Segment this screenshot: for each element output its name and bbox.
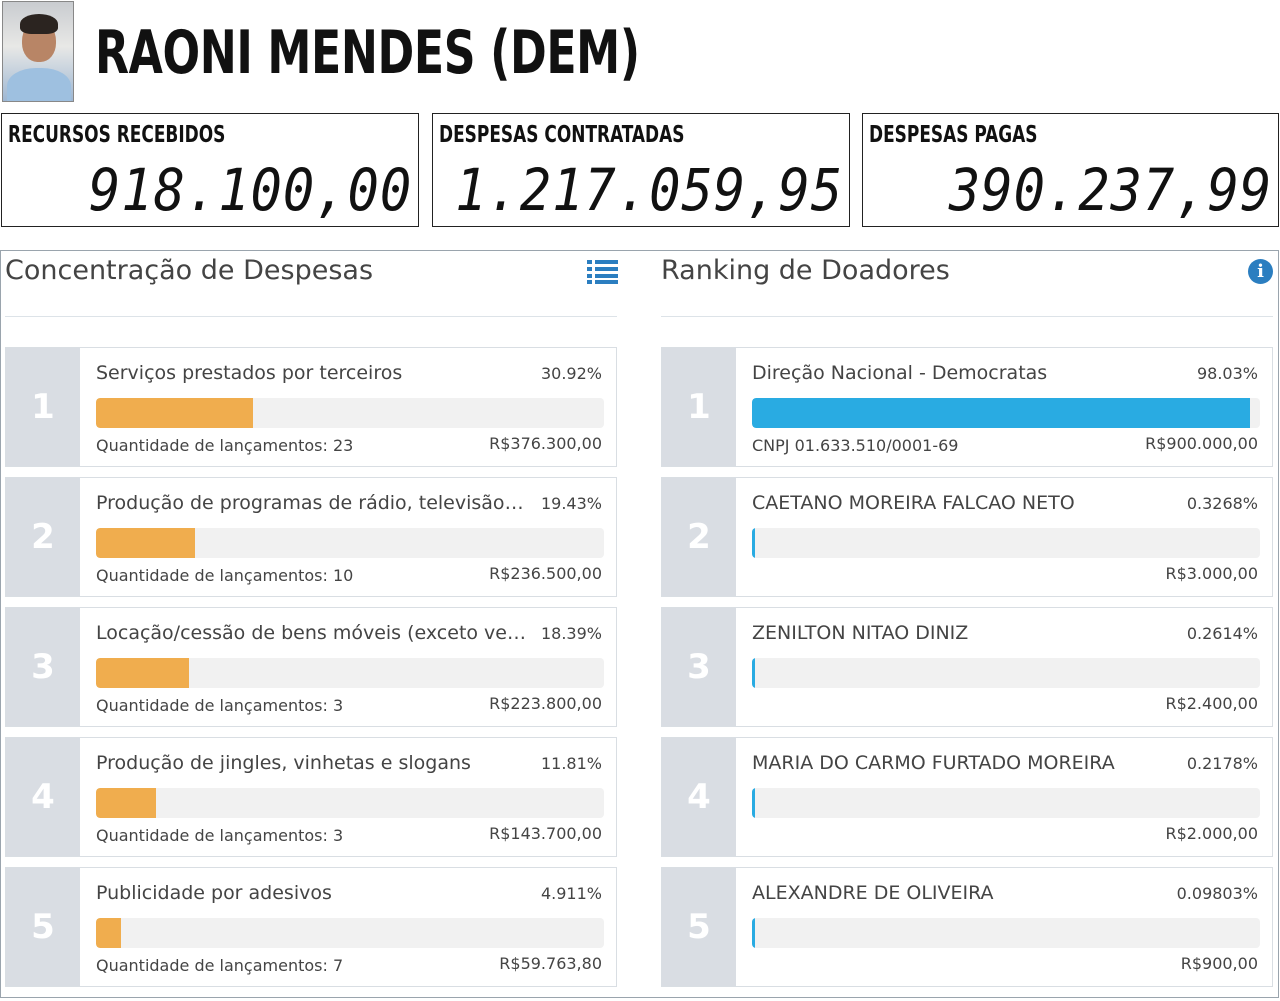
stat-box-despesas-pagas: DESPESAS PAGAS 390.237,99 [862,113,1279,227]
progress-bar-fill [752,788,755,818]
rank-number: 1 [662,348,736,466]
stat-box-despesas-contratadas: DESPESAS CONTRATADAS 1.217.059,95 [432,113,850,227]
expense-row[interactable]: 4 Produção de jingles, vinhetas e slogans… [5,737,617,857]
progress-bar-track [752,918,1260,948]
stat-value: 390.237,99 [948,156,1272,224]
expense-amount: R$236.500,00 [489,564,602,583]
progress-bar-track [96,528,604,558]
donor-row[interactable]: 1 Direção Nacional - Democratas 98.03% CNPJ… [661,347,1273,467]
donor-row[interactable]: 2 CAETANO MOREIRA FALCAO NETO 0.3268% R$3.0… [661,477,1273,597]
candidate-title: RAONI MENDES (DEM) [95,18,640,88]
rank-number: 1 [6,348,80,466]
progress-bar-track [752,528,1260,558]
expense-percentage: 4.911% [540,884,602,903]
progress-bar-track [752,658,1260,688]
stat-value: 1.217.059,95 [455,156,843,224]
donor-amount: R$3.000,00 [1165,564,1258,583]
expense-row[interactable]: 1 Serviços prestados por terceiros 30.92% Q… [5,347,617,467]
expense-percentage: 18.39% [540,624,602,643]
donor-amount: R$2.400,00 [1165,694,1258,713]
expense-row[interactable]: 2 Produção de programas de rádio, televis… [5,477,617,597]
expense-amount: R$143.700,00 [489,824,602,843]
expenses-section-title: Concentração de Despesas [5,255,374,286]
progress-bar-fill [96,398,253,428]
expense-label: Produção de programas de rádio, televisã… [96,492,526,514]
rank-number: 2 [6,478,80,596]
rank-number: 3 [6,608,80,726]
expense-label: Serviços prestados por terceiros [96,362,403,384]
donors-section-title: Ranking de Doadores [661,255,950,286]
expense-percentage: 30.92% [540,364,602,383]
info-icon[interactable]: i [1248,259,1273,284]
progress-bar-fill [96,528,195,558]
candidate-photo [2,1,74,102]
progress-bar-fill [752,918,755,948]
donor-amount: R$900.000,00 [1145,434,1258,453]
photo-hair [20,14,58,34]
expense-amount: R$59.763,80 [499,954,602,973]
stat-label: DESPESAS PAGAS [869,122,1038,148]
donor-row[interactable]: 3 ZENILTON NITAO DINIZ 0.2614% R$2.400,00 [661,607,1273,727]
donor-label: CAETANO MOREIRA FALCAO NETO [752,492,1075,514]
progress-bar-track [96,918,604,948]
donor-amount: R$2.000,00 [1165,824,1258,843]
rank-number: 3 [662,608,736,726]
expense-amount: R$376.300,00 [489,434,602,453]
donor-percentage: 0.3268% [1186,494,1258,513]
progress-bar-fill [96,788,156,818]
photo-shirt [7,68,71,101]
dashboard-panel: Concentração de Despesas 1 Serviços prest… [0,250,1279,998]
donor-percentage: 0.2178% [1186,754,1258,773]
donor-percentage: 0.2614% [1186,624,1258,643]
expense-subtext: Quantidade de lançamentos: 3 [96,826,344,845]
expense-label: Publicidade por adesivos [96,882,332,904]
donor-amount: R$900,00 [1180,954,1258,973]
donor-subtext: CNPJ 01.633.510/0001-69 [752,436,959,455]
rank-number: 5 [662,868,736,986]
expense-percentage: 19.43% [540,494,602,513]
stat-box-recursos-recebidos: RECURSOS RECEBIDOS 918.100,00 [1,113,419,227]
rank-number: 4 [662,738,736,856]
progress-bar-track [96,658,604,688]
progress-bar-track [96,398,604,428]
donor-row[interactable]: 4 MARIA DO CARMO FURTADO MOREIRA 0.2178% R$… [661,737,1273,857]
donor-percentage: 98.03% [1196,364,1258,383]
donor-percentage: 0.09803% [1176,884,1258,903]
progress-bar-track [96,788,604,818]
progress-bar-fill [752,658,755,688]
list-icon[interactable] [587,260,618,284]
progress-bar-track [752,398,1260,428]
rank-number: 5 [6,868,80,986]
expenses-divider [5,316,617,317]
rank-number: 4 [6,738,80,856]
donor-label: ZENILTON NITAO DINIZ [752,622,969,644]
expense-percentage: 11.81% [540,754,602,773]
expense-row[interactable]: 3 Locação/cessão de bens móveis (exceto v… [5,607,617,727]
donor-label: MARIA DO CARMO FURTADO MOREIRA [752,752,1115,774]
expense-subtext: Quantidade de lançamentos: 7 [96,956,344,975]
donors-divider [661,316,1273,317]
stat-label: RECURSOS RECEBIDOS [8,122,226,148]
progress-bar-fill [752,528,755,558]
expense-label: Produção de jingles, vinhetas e slogans [96,752,471,774]
progress-bar-track [752,788,1260,818]
progress-bar-fill [96,658,189,688]
expense-label: Locação/cessão de bens móveis (exceto ve… [96,622,526,644]
expense-amount: R$223.800,00 [489,694,602,713]
expense-subtext: Quantidade de lançamentos: 3 [96,696,344,715]
donor-label: Direção Nacional - Democratas [752,362,1048,384]
stat-value: 918.100,00 [88,156,412,224]
stat-label: DESPESAS CONTRATADAS [439,122,685,148]
donor-label: ALEXANDRE DE OLIVEIRA [752,882,994,904]
donor-row[interactable]: 5 ALEXANDRE DE OLIVEIRA 0.09803% R$900,00 [661,867,1273,987]
progress-bar-fill [752,398,1250,428]
rank-number: 2 [662,478,736,596]
progress-bar-fill [96,918,121,948]
expense-row[interactable]: 5 Publicidade por adesivos 4.911% Quantidad… [5,867,617,987]
expense-subtext: Quantidade de lançamentos: 10 [96,566,354,585]
expense-subtext: Quantidade de lançamentos: 23 [96,436,354,455]
